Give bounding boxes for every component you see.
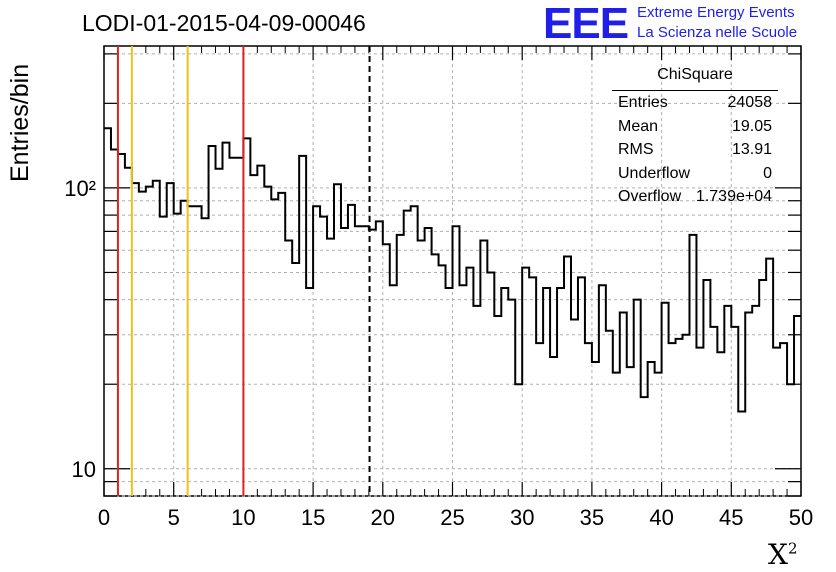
- y-tick-label: 10: [72, 457, 96, 482]
- stats-value: 24058: [727, 94, 773, 111]
- x-tick-label: 45: [719, 505, 743, 530]
- stats-box: ChiSquare Entries 24058 Mean 19.05 RMS 1…: [612, 66, 778, 209]
- x-axis-label: X2: [768, 538, 798, 571]
- stats-row-underflow: Underflow 0: [612, 162, 778, 186]
- stats-value: 13.91: [731, 141, 772, 158]
- stats-title: ChiSquare: [612, 66, 778, 91]
- x-tick-label: 30: [510, 505, 534, 530]
- axis-ticks: [103, 46, 802, 497]
- y-tick-label: 10²: [64, 176, 96, 201]
- logo-line-1: Extreme Energy Events: [637, 4, 795, 21]
- x-tick-label: 25: [440, 505, 464, 530]
- x-tick-label: 40: [649, 505, 673, 530]
- tick-labels: 0 5 10 15 20 25 30 35 40 45 50 10 10²: [64, 176, 813, 530]
- stats-key: Underflow: [618, 164, 691, 182]
- logo-line-2: La Scienza nelle Scuole: [637, 24, 798, 41]
- x-tick-label: 10: [231, 505, 255, 530]
- x-tick-label: 50: [789, 505, 813, 530]
- x-tick-label: 35: [580, 505, 604, 530]
- y-axis-label: Entries/bin: [6, 63, 34, 182]
- marker-lines: [116, 46, 371, 496]
- stats-key: Entries: [618, 94, 668, 111]
- stats-row-mean: Mean 19.05: [612, 115, 778, 139]
- stats-value: 1.739e+04: [695, 188, 772, 205]
- eee-logo: EEE: [543, 0, 629, 48]
- x-tick-label: 20: [371, 505, 395, 530]
- stats-value: 19.05: [731, 117, 772, 135]
- x-tick-label: 5: [168, 505, 180, 530]
- chart-title: LODI-01-2015-04-09-00046: [82, 10, 366, 36]
- stats-row-overflow: Overflow 1.739e+04: [612, 185, 778, 209]
- stats-key: Overflow: [618, 188, 682, 205]
- stats-key: RMS: [618, 141, 654, 158]
- histogram-series: [104, 127, 801, 413]
- stats-value: 0: [763, 164, 772, 182]
- x-tick-label: 0: [98, 505, 110, 530]
- x-tick-label: 15: [301, 505, 325, 530]
- stats-row-entries: Entries 24058: [612, 91, 778, 115]
- stats-key: Mean: [618, 117, 659, 135]
- grid-lines: [104, 46, 801, 497]
- stats-row-rms: RMS 13.91: [612, 138, 778, 162]
